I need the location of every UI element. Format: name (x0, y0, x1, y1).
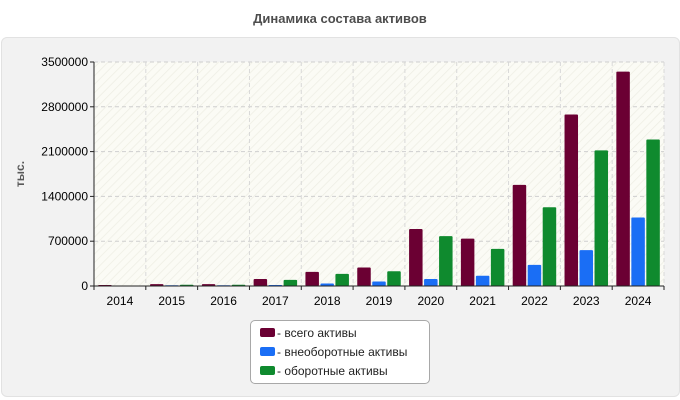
bar-всего-активы-2021 (460, 238, 475, 286)
y-tick-label: 3500000 (41, 55, 88, 69)
y-tick-label: 0 (81, 279, 88, 293)
bar-оборотные-активы-2020 (439, 236, 453, 286)
y-tick-labels: 0 700000 1400000 2100000 2800000 3500000 (41, 55, 94, 293)
x-tick-label: 2019 (366, 294, 393, 308)
x-tick-label: 2021 (469, 294, 496, 308)
bar-внеоборотные-активы-2019 (372, 281, 386, 286)
legend-label-current-assets: - оборотные активы (277, 364, 388, 378)
bar-всего-активы-2023 (564, 114, 579, 286)
legend-item-current-assets: - оборотные активы (260, 363, 388, 379)
y-axis-title: тыс. (13, 161, 27, 187)
x-tick-label: 2018 (314, 294, 341, 308)
legend-item-total-assets: - всего активы (260, 325, 357, 341)
bar-всего-активы-2022 (512, 184, 527, 286)
axis-layer (93, 62, 664, 287)
bar-внеоборотные-активы-2021 (475, 275, 490, 286)
plot-area (94, 62, 664, 286)
bar-внеоборотные-активы-2020 (424, 278, 438, 286)
x-tick-label: 2024 (625, 294, 652, 308)
legend-label-noncurrent-assets: - внеоборотные активы (277, 345, 408, 359)
x-tick-labels: 2014 2015 2016 2017 2018 2019 2020 2021 2022 2023… (93, 286, 665, 308)
x-tick-label: 2017 (262, 294, 289, 308)
bar-всего-активы-2018 (305, 271, 319, 286)
x-tick-label: 2015 (158, 294, 185, 308)
bar-оборотные-активы-2023 (594, 150, 609, 286)
bar-всего-активы-2019 (357, 267, 371, 286)
bar-всего-активы-2017 (253, 278, 268, 286)
x-tick-label: 2016 (210, 294, 237, 308)
bar-всего-активы-2024 (616, 71, 630, 286)
legend-item-noncurrent-assets: - внеоборотные активы (260, 344, 407, 360)
bar-внеоборотные-активы-2023 (579, 250, 594, 286)
bar-внеоборотные-активы-2022 (527, 264, 542, 286)
grid-layer (94, 61, 665, 286)
x-tick-label: 2014 (107, 294, 134, 308)
y-tick-label: 1400000 (41, 189, 88, 203)
bar-оборотные-активы-2018 (335, 273, 349, 286)
bar-внеоборотные-активы-2024 (631, 217, 645, 286)
legend: - всего активы - внеоборотные активы - о… (250, 320, 430, 384)
legend-swatch-noncurrent-assets (260, 347, 275, 357)
bar-оборотные-активы-2021 (490, 248, 505, 286)
bars-layer (98, 71, 660, 286)
bar-оборотные-активы-2017 (283, 279, 298, 286)
x-tick-label: 2022 (521, 294, 548, 308)
x-tick-label: 2023 (573, 294, 600, 308)
bar-всего-активы-2020 (409, 229, 423, 286)
bar-оборотные-активы-2024 (646, 139, 660, 286)
bar-внеоборотные-активы-2018 (320, 283, 334, 286)
chart-title: Динамика состава активов (253, 11, 427, 26)
legend-label-total-assets: - всего активы (277, 326, 357, 340)
y-tick-label: 2800000 (41, 100, 88, 114)
x-tick-label: 2020 (417, 294, 444, 308)
bar-оборотные-активы-2022 (542, 207, 557, 286)
legend-swatch-total-assets (260, 328, 275, 338)
y-tick-label: 700000 (48, 234, 88, 248)
y-tick-label: 2100000 (41, 145, 88, 159)
bar-оборотные-активы-2019 (387, 271, 401, 286)
legend-swatch-current-assets (260, 366, 275, 376)
